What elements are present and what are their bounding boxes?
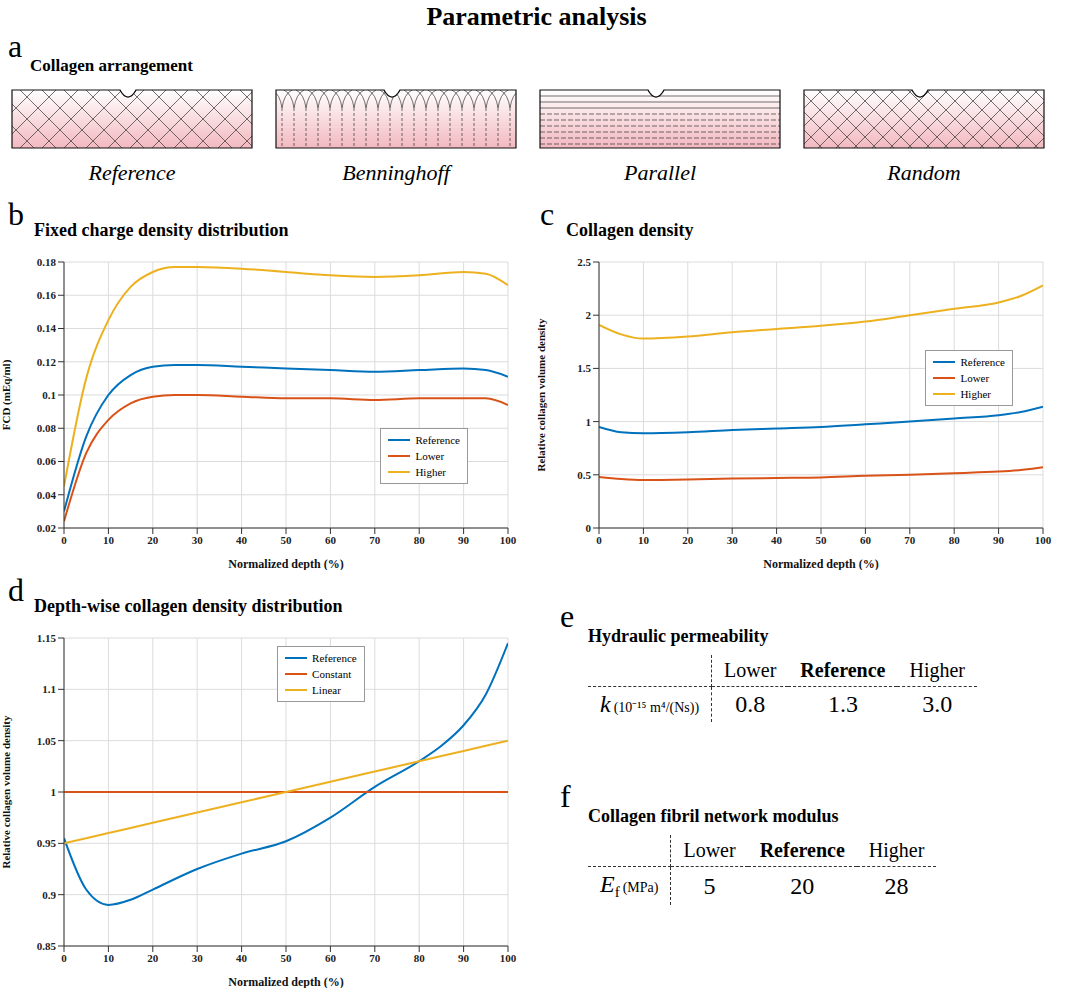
svg-text:Normalized depth (%): Normalized depth (%) [763,557,878,570]
svg-text:Parallel: Parallel [623,160,696,185]
svg-text:70: 70 [369,534,381,546]
svg-text:2.5: 2.5 [577,256,591,268]
svg-text:1.1: 1.1 [42,683,56,695]
html-text:0.8: 0.8 [735,691,766,717]
html-text:Lower: Lower [960,372,990,384]
html-text:Hydraulic permeability: Hydraulic permeability [588,626,769,646]
html-text:Lower: Lower [724,659,777,681]
svg-text:70: 70 [904,534,916,546]
svg-text:100: 100 [1035,534,1052,546]
html-text:k(10⁻¹⁵ m⁴/(Ns)): k(10⁻¹⁵ m⁴/(Ns)) [600,691,700,717]
svg-text:30: 30 [727,534,739,546]
html-text:Reference: Reference [312,652,357,664]
svg-text:50: 50 [816,534,828,546]
svg-text:0.9: 0.9 [42,889,56,901]
svg-text:80: 80 [414,952,426,964]
svg-text:1.5: 1.5 [577,362,591,374]
html-text:Reference: Reference [415,434,460,446]
svg-text:1: 1 [586,416,592,428]
svg-text:60: 60 [325,952,337,964]
html-text:Lower: Lower [683,839,736,861]
svg-text:40: 40 [771,534,783,546]
svg-text:50: 50 [281,534,293,546]
svg-text:0: 0 [596,534,602,546]
html-text:Higher: Higher [960,388,991,400]
html-text:20: 20 [790,872,815,899]
svg-text:0.18: 0.18 [37,256,57,268]
html-text:c Collagen density: c Collagen density [540,196,694,240]
svg-text:30: 30 [192,952,204,964]
html-text:e: e [560,598,575,634]
svg-text:100: 100 [500,534,517,546]
html-text:Higher: Higher [909,659,965,681]
svg-text:0.85: 0.85 [37,940,57,952]
html-text:5: 5 [703,872,716,899]
html-text:Reference: Reference [759,839,845,861]
svg-text:80: 80 [414,534,426,546]
svg-text:0.02: 0.02 [37,522,57,534]
html-text:b Fixed charge density distrib: b Fixed charge density distribution [8,196,289,240]
svg-text:Random: Random [886,160,960,185]
svg-text:10: 10 [103,952,115,964]
html-text:Lower: Lower [415,450,445,462]
html-text:d Depth-wise collagen density: d Depth-wise collagen density distributi… [8,572,343,616]
svg-text:0.14: 0.14 [37,322,57,334]
html-text:Linear: Linear [312,684,341,696]
svg-text:80: 80 [949,534,961,546]
html-text:Reference: Reference [800,659,886,681]
html-text:Ef(MPa): Ef(MPa) [600,871,659,900]
svg-text:Relative collagen volume densi: Relative collagen volume density [535,318,547,472]
svg-text:0.95: 0.95 [37,837,57,849]
svg-text:20: 20 [147,952,159,964]
html-text:Constant: Constant [312,668,352,680]
svg-text:1.05: 1.05 [37,735,57,747]
svg-text:20: 20 [682,534,694,546]
svg-text:60: 60 [860,534,872,546]
html-text:Higher: Higher [868,839,925,861]
html-text:Higher: Higher [415,466,446,478]
svg-text:0.06: 0.06 [37,455,57,467]
svg-text:0.16: 0.16 [37,289,57,301]
svg-text:70: 70 [369,952,381,964]
html-text:28: 28 [884,872,909,899]
svg-text:100: 100 [500,952,517,964]
html-text:Reference: Reference [960,356,1005,368]
svg-text:1: 1 [51,786,57,798]
svg-text:90: 90 [993,534,1005,546]
svg-text:FCD (mEq/ml): FCD (mEq/ml) [0,359,13,430]
svg-text:40: 40 [236,952,248,964]
svg-text:0: 0 [61,534,67,546]
html-text:a: a [8,28,23,64]
svg-text:60: 60 [325,534,337,546]
svg-text:90: 90 [458,534,470,546]
svg-text:20: 20 [147,534,159,546]
svg-text:1.15: 1.15 [37,632,57,644]
html-text:Parametric analysis: Parametric analysis [426,2,647,31]
svg-text:Normalized depth (%): Normalized depth (%) [228,975,343,988]
svg-text:Benninghoff: Benninghoff [342,160,452,185]
svg-text:10: 10 [638,534,650,546]
svg-text:Reference: Reference [87,160,175,185]
svg-text:0.5: 0.5 [577,469,591,481]
svg-text:40: 40 [236,534,248,546]
svg-text:Relative collagen volume densi: Relative collagen volume density [0,715,12,869]
html-text:f: f [560,778,571,814]
svg-text:90: 90 [458,952,470,964]
svg-text:0: 0 [586,522,592,534]
svg-text:50: 50 [281,952,293,964]
html-text:Collagen arrangement: Collagen arrangement [30,56,193,75]
svg-text:0.08: 0.08 [37,422,57,434]
html-text:Collagen fibril network modulu: Collagen fibril network modulus [588,806,839,826]
svg-text:0: 0 [61,952,67,964]
svg-text:2: 2 [586,309,592,321]
svg-text:0.12: 0.12 [37,356,57,368]
svg-text:0.04: 0.04 [37,489,57,501]
html-text:3.0: 3.0 [922,691,953,717]
svg-text:30: 30 [192,534,204,546]
svg-text:10: 10 [103,534,115,546]
svg-text:0.1: 0.1 [42,389,56,401]
html-text:1.3: 1.3 [827,691,858,717]
svg-text:Normalized depth (%): Normalized depth (%) [228,557,343,570]
